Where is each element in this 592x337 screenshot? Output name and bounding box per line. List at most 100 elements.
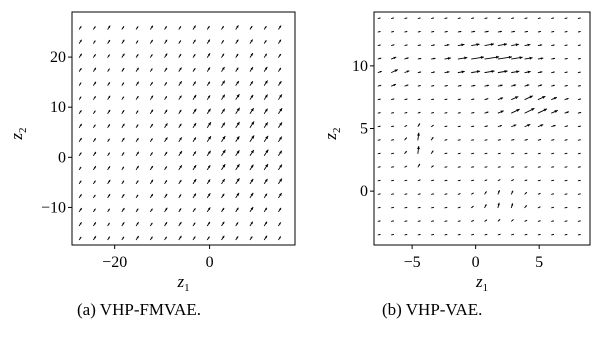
arrow-head (136, 96, 139, 99)
arrow-head (565, 234, 568, 236)
arrow-head (419, 112, 421, 114)
arrow-head (433, 71, 435, 74)
arrow-head (165, 67, 168, 71)
x-tick-label: 0 (206, 254, 214, 271)
arrow-head (193, 39, 196, 43)
arrow-head (405, 125, 408, 127)
arrow-head (392, 31, 394, 33)
arrow-head (165, 207, 168, 211)
arrow-head (136, 151, 139, 155)
arrow-head (500, 110, 504, 114)
arrow-head (431, 137, 434, 139)
x-axis-label: z1 (475, 272, 488, 294)
arrow-head (122, 166, 124, 169)
arrow-head (472, 112, 475, 114)
arrow-head (179, 54, 182, 57)
arrow-head (566, 139, 568, 141)
arrow-head (552, 166, 554, 168)
arrow-head (516, 70, 520, 74)
arrow-head (445, 179, 448, 182)
arrow-head (236, 39, 239, 42)
arrow-head (445, 234, 448, 236)
arrow-head (484, 204, 487, 207)
arrow-head (527, 70, 531, 74)
arrow-head (525, 179, 528, 181)
arrow-head (136, 208, 139, 211)
arrow-head (499, 139, 501, 141)
arrow-head (165, 137, 168, 141)
arrow-head (432, 17, 434, 19)
arrow-head (379, 220, 381, 222)
arrow-head (459, 193, 461, 195)
arrow-head (486, 111, 489, 114)
arrow-head (136, 110, 139, 113)
arrow-head (472, 234, 474, 236)
arrow-head (207, 108, 211, 112)
arrow-head (250, 67, 253, 70)
arrow-head (405, 17, 408, 19)
arrow-head (553, 124, 556, 127)
arrow-head (221, 53, 225, 57)
x-axis-label: z1 (176, 272, 189, 294)
arrow-head (379, 31, 381, 33)
arrow-head (393, 56, 397, 60)
arrow-head (419, 31, 421, 33)
arrow-head (278, 236, 281, 239)
arrow-head (250, 164, 254, 168)
y-tick-label: 0 (360, 183, 368, 200)
arrow-head (459, 179, 461, 182)
arrow-head (511, 203, 514, 206)
arrow-head (136, 180, 139, 183)
arrow-head (485, 166, 488, 168)
arrow-head (265, 135, 269, 140)
arrow-head (552, 179, 554, 182)
arrow-head (459, 30, 462, 33)
arrow-head (565, 17, 568, 19)
arrow-head (193, 193, 196, 197)
arrow-head (472, 139, 474, 141)
arrow-head (122, 222, 125, 225)
arrow-head (136, 194, 139, 197)
arrow-head (512, 166, 514, 168)
panel-a: −20 0 −10 0 10 20 z1 z2 (7, 11, 296, 294)
arrow-head (222, 193, 225, 197)
arrow-head (459, 112, 461, 114)
arrow-head (193, 68, 196, 71)
x-tick-label: −20 (102, 254, 127, 271)
arrow-head (379, 166, 381, 168)
arrow-head (221, 40, 224, 43)
y-tick-label: 0 (58, 149, 66, 166)
arrow-head (179, 67, 182, 70)
arrow-head (459, 152, 461, 155)
panel-b: −5 0 5 0 5 10 z1 z2 (321, 11, 591, 294)
arrow-head (236, 236, 239, 239)
arrow-head (165, 166, 167, 169)
arrow-head (500, 84, 503, 87)
arrow-head (122, 180, 124, 183)
arrow-head (392, 152, 394, 155)
arrow-head (379, 44, 381, 46)
arrow-head (79, 236, 82, 239)
arrow-head (486, 84, 490, 87)
arrow-head (122, 123, 125, 127)
arrow-head (93, 110, 96, 113)
arrow-head (495, 55, 500, 59)
arrow-head (419, 71, 422, 73)
arrow-head (122, 137, 125, 141)
arrow-head (79, 82, 82, 85)
arrow-head (552, 220, 554, 222)
arrow-head (405, 98, 408, 100)
arrow-head (179, 235, 182, 239)
arrow-head (459, 84, 462, 87)
arrow-head (379, 57, 382, 60)
arrow-head (193, 208, 196, 211)
arrow-head (447, 70, 450, 74)
arrow-head (93, 166, 96, 169)
arrow-head (79, 180, 82, 183)
arrow-head (136, 67, 139, 71)
arrow-head (512, 233, 514, 236)
arrow-head (432, 193, 434, 195)
arrow-head (539, 193, 541, 195)
arrow-head (250, 81, 253, 84)
arrow-head (499, 152, 501, 155)
